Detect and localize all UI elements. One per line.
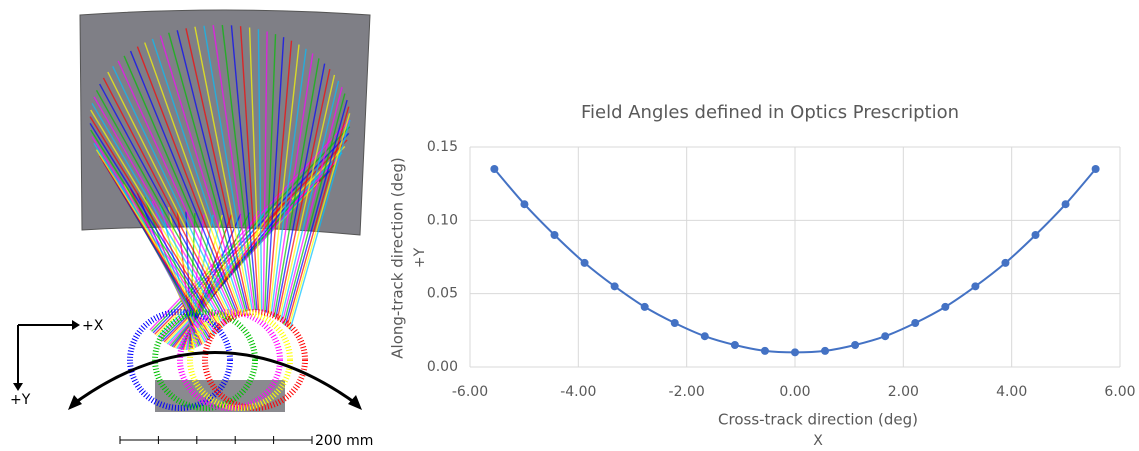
data-point [761, 347, 769, 355]
data-point [1062, 200, 1070, 208]
axis-label: +X [82, 318, 104, 334]
data-point [581, 259, 589, 267]
y-axis-label: Along-track direction (deg) [389, 157, 407, 358]
x-tick-label: 2.00 [888, 384, 919, 400]
scale-label: 200 mm [315, 433, 373, 449]
data-point [1092, 165, 1100, 173]
arrow-head [348, 395, 362, 410]
page: +X +Y 200 mm Field Angles defined in Opt… [0, 0, 1139, 451]
x-tick-label: 4.00 [996, 384, 1027, 400]
data-point [1001, 259, 1009, 267]
data-point [490, 165, 498, 173]
data-point [551, 231, 559, 239]
arrow-head [13, 383, 23, 391]
optics-render: +X +Y 200 mm [10, 10, 373, 449]
data-point [520, 200, 528, 208]
x-tick-label: -2.00 [669, 384, 705, 400]
data-point [671, 319, 679, 327]
y-tick-label: 0.10 [427, 212, 458, 228]
data-point [641, 303, 649, 311]
data-point [611, 282, 619, 290]
arrow-head [68, 395, 82, 410]
x-tick-label: -6.00 [452, 384, 488, 400]
x-tick-label: 0.00 [779, 384, 810, 400]
axis-label: +Y [10, 392, 31, 408]
data-point [701, 332, 709, 340]
data-point [881, 332, 889, 340]
data-point [791, 348, 799, 356]
x-axis-label: Cross-track direction (deg) [718, 411, 918, 429]
chart-title: Field Angles defined in Optics Prescript… [581, 102, 959, 123]
y-axis-label: +Y [412, 247, 428, 268]
data-point [971, 282, 979, 290]
y-tick-label: 0.00 [427, 359, 458, 375]
data-point [821, 347, 829, 355]
data-point [941, 303, 949, 311]
data-point [731, 341, 739, 349]
x-tick-label: -4.00 [560, 384, 596, 400]
data-point [911, 319, 919, 327]
y-tick-label: 0.15 [427, 139, 458, 155]
x-tick-label: 6.00 [1104, 384, 1135, 400]
arrow-head [72, 320, 80, 330]
data-point [851, 341, 859, 349]
y-tick-label: 0.05 [427, 286, 458, 302]
data-point [1032, 231, 1040, 239]
x-axis-label: X [813, 433, 823, 449]
